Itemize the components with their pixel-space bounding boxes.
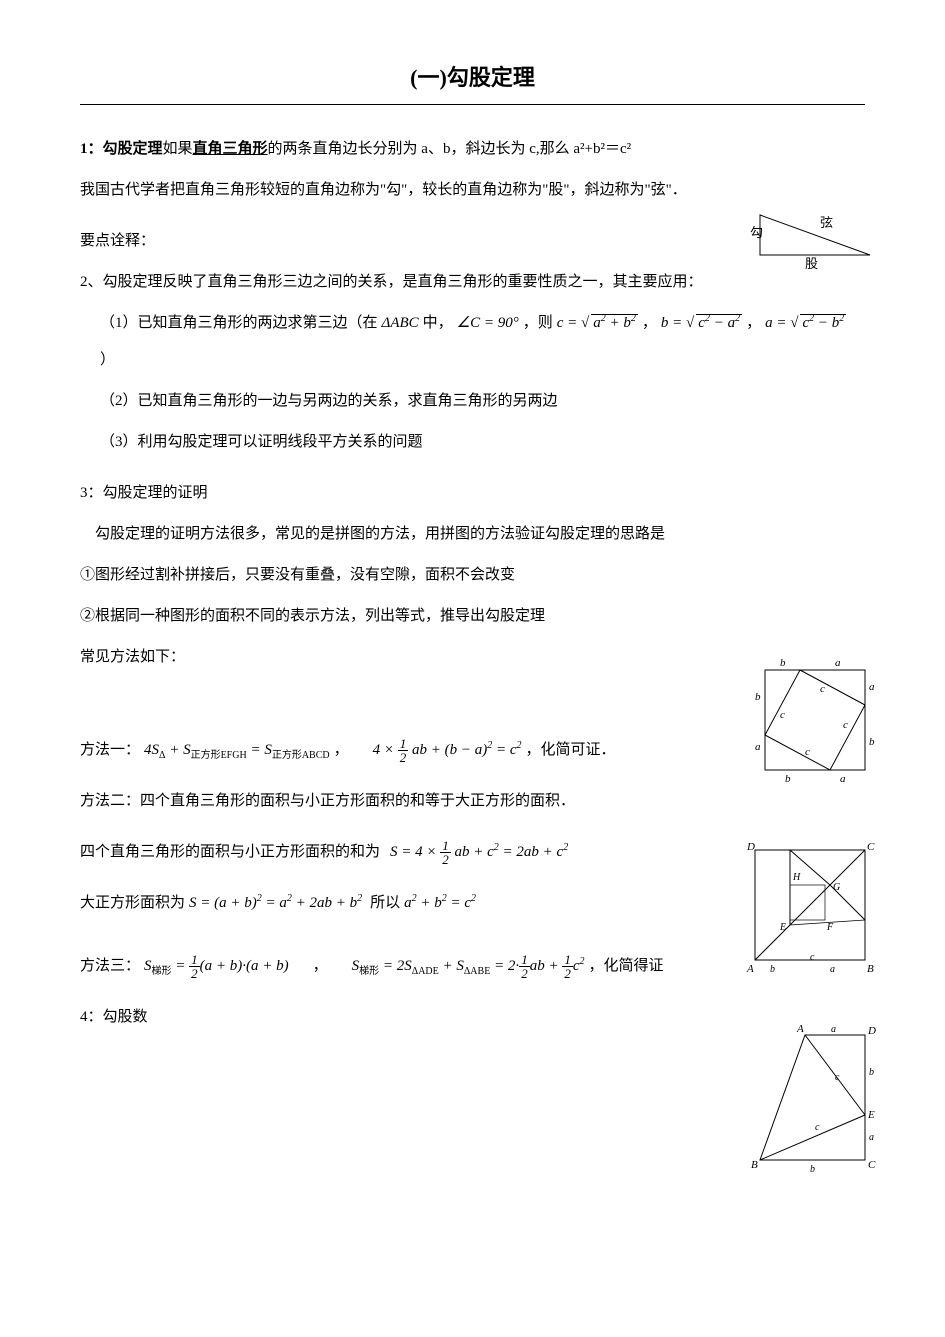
svg-text:C: C [867,841,875,853]
svg-text:b: b [810,1164,815,1175]
m1-f2: 4 × 12 ab + (b − a)2 = c2 [373,734,522,767]
svg-text:b: b [869,1067,874,1078]
p5b: 中， [423,307,453,340]
m1b: ， [334,734,349,767]
svg-text:B: B [751,1159,758,1171]
page-title: (一)勾股定理 [80,60,865,105]
m1a: 方法一： [80,734,140,767]
svg-text:E: E [867,1109,875,1121]
svg-text:b: b [770,964,775,975]
para-1: 1：勾股定理如果直角三角形的两条直角边长分别为 a、b，斜边长为 c,那么 a²… [80,133,865,166]
label-gou: 勾 [750,225,763,240]
p5c: ，则 [523,307,553,340]
para-7: （3）利用勾股定理可以证明线段平方关系的问题 [80,426,865,459]
svg-text:c: c [805,746,810,758]
svg-text:a: a [869,1132,874,1143]
svg-text:b: b [755,691,761,703]
para-2: 我国古代学者把直角三角形较短的直角边称为"勾"，较长的直角边称为"股"，斜边称为… [80,174,865,207]
para-6: （2）已知直角三角形的一边与另两边的关系，求直角三角形的另两边 [80,385,865,418]
m1-f1: 4SΔ + S正方形EFGH = S正方形ABCD [144,734,330,767]
m3b: 所以 [370,887,400,920]
svg-text:c: c [843,719,848,731]
svg-text:a: a [830,964,835,975]
svg-text:c: c [780,709,785,721]
p5e: ， [746,307,761,340]
para-3: 要点诠释： [80,225,865,258]
m2b-f: S = 4 × 12 ab + c2 = 2ab + c2 [390,836,568,869]
svg-text:c: c [835,1072,840,1083]
m3-f2: a2 + b2 = c2 [404,887,476,920]
svg-text:E: E [779,922,786,933]
figure-square-proof-1: b a a b a b a b c c c c [745,650,885,790]
m2b-a: 四个直角三角形的面积与小正方形面积的和为 [80,836,380,869]
m4-f2: S梯形 = 2SΔADE + SΔABE = 2·12ab + 12c2 [352,950,585,983]
f-a: a = √c2 − b2 [765,307,846,340]
f-c: c = √a2 + b2 [557,307,638,340]
svg-text:b: b [785,773,791,785]
svg-text:c: c [810,952,815,963]
para-5: （1）已知直角三角形的两边求第三边（在 ΔABC 中， ∠C = 90° ，则 … [80,307,865,377]
para-8: 3：勾股定理的证明 [80,477,865,510]
f-abc: ΔABC [382,307,419,340]
svg-text:c: c [815,1122,820,1133]
f-b: b = √c2 − a2 [661,307,742,340]
para-4: 2、勾股定理反映了直角三角形三边之间的关系，是直角三角形的重要性质之一，其主要应… [80,266,865,299]
svg-text:F: F [826,922,834,933]
m3-f1: S = (a + b)2 = a2 + 2ab + b2 [189,887,362,920]
p1-t2: 的两条直角边长分别为 a、b，斜边长为 c,那么 a²+b²＝c² [268,141,632,157]
para-9: 勾股定理的证明方法很多，常见的是拼图的方法，用拼图的方法验证勾股定理的思路是 [80,518,865,551]
svg-text:a: a [840,773,846,785]
svg-text:a: a [835,657,841,669]
p1-t1: 如果 [163,141,193,157]
svg-text:b: b [869,736,875,748]
figure-right-triangle: 勾 股 弦 [750,205,880,270]
m1c: ，化简可证． [526,734,616,767]
p5f: ） [100,344,115,377]
m4c: ，化简得证 [588,950,663,983]
label-gu: 股 [805,256,818,270]
m4-f1: S梯形 = 12(a + b)·(a + b) [144,950,289,983]
svg-text:G: G [833,882,840,893]
svg-text:b: b [780,657,786,669]
svg-text:a: a [831,1024,836,1035]
svg-text:a: a [869,681,875,693]
para-10: ①图形经过割补拼接后，只要没有重叠，没有空隙，面积不会改变 [80,559,865,592]
p1-underline: 直角三角形 [193,141,268,157]
para-11: ②根据同一种图形的面积不同的表示方法，列出等式，推导出勾股定理 [80,600,865,633]
svg-text:D: D [746,841,755,853]
f-angle: ∠C = 90° [457,307,519,340]
m4a: 方法三： [80,950,140,983]
p5d: ， [642,307,657,340]
m4b: ， [313,950,328,983]
svg-text:H: H [792,872,801,883]
svg-text:A: A [796,1023,804,1035]
p5a: （1）已知直角三角形的两边求第三边（在 [100,307,378,340]
figure-square-proof-2: A B C D G H E F b a c [735,830,885,980]
m3a: 大正方形面积为 [80,887,185,920]
svg-text:D: D [867,1025,876,1037]
figure-trapezoid-proof: A D C B E a b a b c c [745,1020,885,1180]
label-xian: 弦 [820,215,833,230]
svg-text:a: a [755,741,761,753]
p1-lead: 1：勾股定理 [80,141,163,157]
svg-text:C: C [868,1159,876,1171]
svg-text:c: c [820,683,825,695]
svg-text:B: B [867,963,874,975]
svg-text:A: A [746,963,754,975]
